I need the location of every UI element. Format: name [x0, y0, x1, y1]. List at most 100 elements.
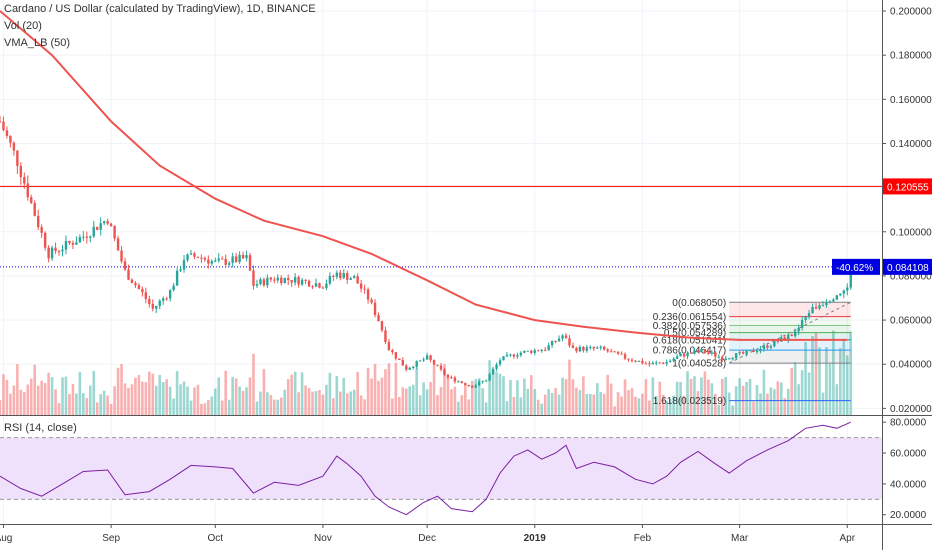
candle-body — [241, 254, 245, 259]
candle-body — [748, 350, 752, 352]
volume-bar — [595, 383, 599, 415]
volume-bar — [123, 383, 127, 415]
vma-indicator-label[interactable]: VMA_LB (50) — [4, 37, 71, 49]
fibonacci-retracement[interactable]: 0(0.068050) 0.236(0.061554)0.382(0.057536… — [653, 298, 851, 407]
volume-bar — [161, 382, 165, 415]
volume-bar — [661, 394, 665, 415]
volume-bar — [568, 359, 571, 415]
volume-bar — [380, 377, 384, 415]
volume-bar — [484, 402, 488, 415]
candle-body — [370, 299, 373, 303]
candle-body — [9, 135, 12, 143]
candle-body — [672, 358, 675, 361]
candle-body — [644, 363, 648, 365]
volume-bar — [557, 394, 561, 415]
volume-bar — [665, 400, 669, 415]
candle-body — [346, 273, 349, 280]
volume-bar — [807, 372, 811, 415]
candle-body — [144, 292, 148, 300]
volume-bar — [432, 365, 436, 415]
volume-bar — [700, 377, 703, 415]
volume-bar — [359, 395, 363, 415]
fib-level-label: 0.786(0.046417) — [653, 346, 726, 357]
candle-body — [311, 286, 314, 288]
candle-body — [259, 279, 262, 285]
fib-trend-line — [728, 301, 851, 364]
candle-body — [71, 242, 75, 245]
candle-body — [196, 256, 200, 258]
rsi-indicator-label[interactable]: RSI (14, close) — [4, 422, 77, 434]
volume-bar — [543, 394, 547, 415]
candle-body — [630, 359, 634, 361]
candle-body — [377, 315, 380, 322]
candle-body — [16, 150, 19, 166]
volume-bar — [491, 369, 495, 415]
volume-bar — [148, 371, 151, 415]
volume-bar — [373, 363, 377, 415]
fib-zone — [729, 339, 851, 351]
volume-bar — [644, 379, 648, 415]
candle-body — [287, 278, 290, 280]
volume-bar — [634, 396, 637, 415]
candle-body — [651, 362, 655, 365]
volume-bar — [606, 374, 609, 415]
volume-bar — [9, 393, 12, 415]
candle-body — [248, 255, 252, 271]
candle-body — [200, 257, 203, 259]
candle-body — [387, 342, 391, 351]
candle-body — [36, 215, 40, 228]
volume-bar — [738, 378, 741, 415]
candle-body — [415, 361, 418, 368]
vma-line — [0, 10, 848, 341]
candle-body — [297, 277, 300, 285]
volume-bar — [651, 377, 655, 415]
candle-body — [429, 355, 432, 361]
resistance-badge — [883, 178, 932, 195]
volume-bar — [425, 389, 429, 415]
candle-body — [238, 254, 241, 263]
volume-bar — [314, 391, 318, 415]
candle-body — [328, 275, 332, 284]
fib-level-label: 0(0.068050) — [672, 298, 726, 309]
volume-indicator-label[interactable]: Vol (20) — [4, 20, 42, 32]
candle-body — [484, 380, 488, 382]
candle-body — [696, 350, 700, 352]
candle-body — [603, 346, 606, 350]
candle-body — [155, 305, 158, 309]
horizontal-lines[interactable] — [0, 185, 882, 268]
candle-body — [120, 250, 123, 262]
candle-body — [707, 352, 710, 354]
candle-body — [137, 285, 141, 289]
volume-bar — [523, 378, 526, 415]
candle-body — [620, 353, 623, 355]
volume-bar — [470, 380, 474, 415]
candle-body — [148, 299, 151, 304]
price-tick-label: 0.180000 — [890, 51, 932, 62]
candle-body — [113, 225, 116, 239]
candle-body — [755, 351, 759, 353]
candle-body — [686, 352, 689, 357]
volume-bar — [283, 389, 287, 415]
candle-body — [721, 356, 724, 360]
volume-bar — [585, 393, 589, 415]
volume-bar — [748, 379, 752, 415]
candle-body — [307, 280, 311, 287]
candle-body — [82, 236, 85, 238]
candle-body — [165, 298, 168, 300]
volume-bar — [707, 379, 710, 415]
candle-body — [33, 202, 36, 216]
candle-body — [127, 269, 130, 280]
volume-bar — [71, 383, 75, 415]
candle-body — [547, 345, 550, 351]
candle-body — [505, 354, 509, 357]
candle-body — [530, 350, 533, 353]
volume-bar — [786, 388, 790, 415]
candle-body — [116, 238, 120, 251]
candle-body — [193, 253, 196, 257]
candle-body — [168, 290, 172, 299]
volume-bar — [165, 379, 168, 415]
candle-body — [96, 226, 99, 230]
volume-bar — [686, 371, 689, 415]
candle-body — [57, 251, 61, 253]
